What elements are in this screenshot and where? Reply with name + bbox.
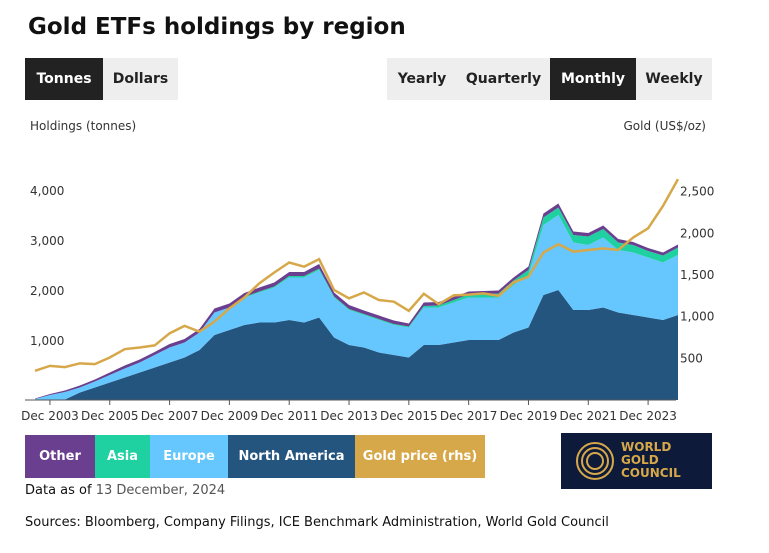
x-tick-label: Dec 2005 xyxy=(81,409,139,423)
y-axis-title: Holdings (tonnes) xyxy=(30,119,136,133)
x-tick-label: Dec 2009 xyxy=(201,409,259,423)
y2-tick-label: 500 xyxy=(680,351,703,365)
x-tick-label: Dec 2007 xyxy=(141,409,199,423)
unit-button[interactable]: Tonnes xyxy=(25,58,103,100)
area xyxy=(35,215,678,400)
title: Gold ETFs holdings by region xyxy=(28,14,406,40)
x-tick-label: Dec 2015 xyxy=(380,409,438,423)
x-tick-label: Dec 2023 xyxy=(619,409,677,423)
y-tick-label: 1,000 xyxy=(30,334,64,348)
x-tick-label: Dec 2017 xyxy=(440,409,498,423)
period-button[interactable]: Monthly xyxy=(550,58,636,100)
legend-item[interactable]: Asia xyxy=(95,435,150,478)
logo-text: WORLD xyxy=(621,440,672,454)
period-button[interactable]: Yearly xyxy=(387,58,457,100)
line xyxy=(34,178,680,373)
y-tick-label: 3,000 xyxy=(30,234,64,248)
legend-item[interactable]: Other xyxy=(25,435,95,478)
x-tick-label: Dec 2011 xyxy=(260,409,318,423)
y2-tick-label: 1,500 xyxy=(680,268,714,282)
x-tick-label: Dec 2013 xyxy=(320,409,378,423)
logo-text: GOLD xyxy=(621,453,659,467)
period-button[interactable]: Quarterly xyxy=(457,58,550,100)
chart: Holdings (tonnes) Gold (US$/oz) 1,000 2,0… xyxy=(21,119,714,423)
x-tick-label: Dec 2003 xyxy=(21,409,79,423)
period-button[interactable]: Weekly xyxy=(636,58,712,100)
area xyxy=(35,290,678,400)
y2-tick-label: 2,500 xyxy=(680,185,714,199)
date: 13 December, 2024 xyxy=(95,483,226,498)
legend-item[interactable]: Europe xyxy=(150,435,228,478)
y-tick-label: 2,000 xyxy=(30,284,64,298)
area xyxy=(35,203,678,399)
logo: WORLD GOLD COUNCIL xyxy=(561,433,712,489)
sources: Sources: Bloomberg, Company Filings, ICE… xyxy=(25,515,609,530)
unit-button[interactable]: Dollars xyxy=(103,58,178,100)
x-tick-label: Dec 2021 xyxy=(559,409,617,423)
legend-item[interactable]: North America xyxy=(228,435,355,478)
legend-item[interactable]: Gold price (rhs) xyxy=(355,435,485,478)
y2-axis-title: Gold (US$/oz) xyxy=(624,119,707,133)
y2-tick-label: 2,000 xyxy=(680,226,714,240)
y-tick-label: 4,000 xyxy=(30,184,64,198)
logo-icon xyxy=(576,442,614,480)
logo-text: COUNCIL xyxy=(621,466,681,480)
x-tick-label: Dec 2019 xyxy=(500,409,558,423)
note: Data as of xyxy=(25,483,92,498)
y2-tick-label: 1,000 xyxy=(680,310,714,324)
